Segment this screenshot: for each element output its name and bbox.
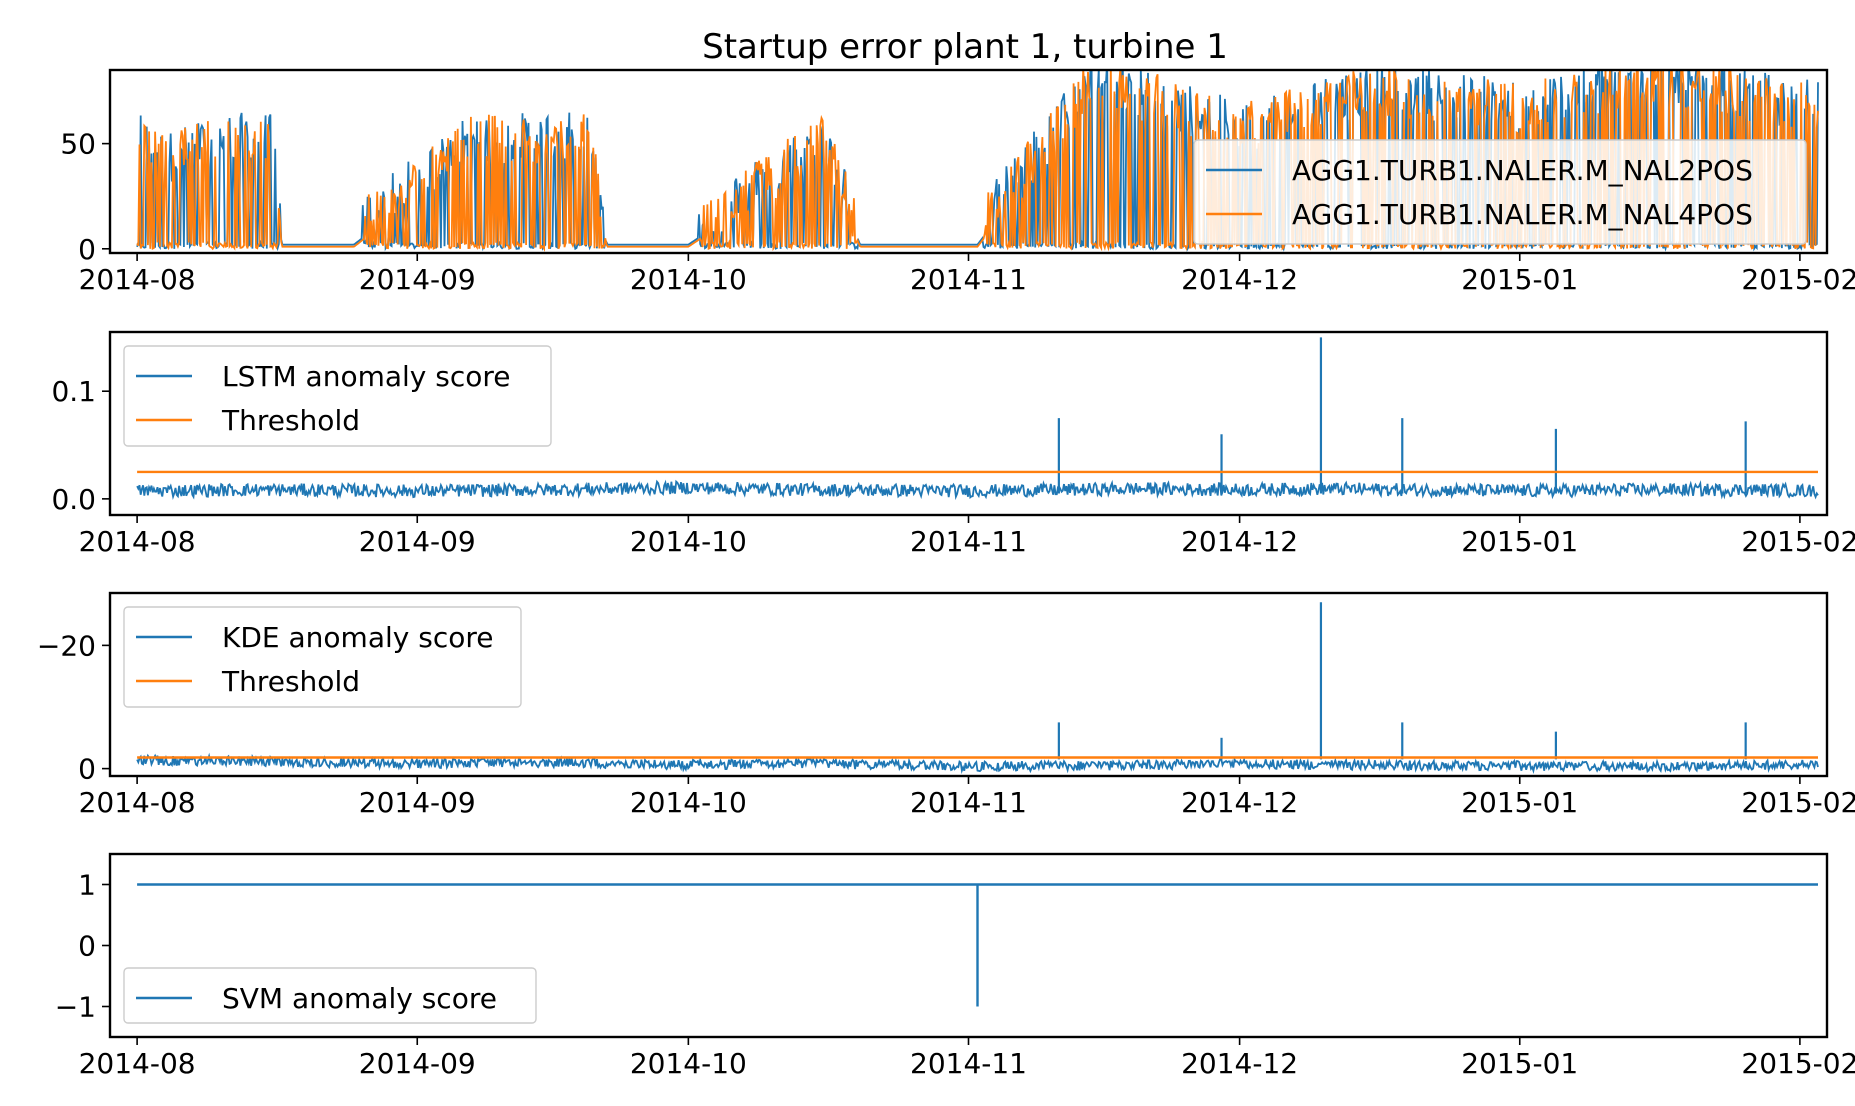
- plot-area: [137, 883, 1818, 1007]
- y-tick-label: 0: [78, 930, 96, 963]
- plot-area: [136, 337, 1819, 501]
- series-1: [136, 602, 1819, 775]
- legend-box: [1193, 139, 1807, 245]
- legend: AGG1.TURB1.NALER.M_NAL2POS AGG1.TURB1.NAL…: [1193, 139, 1807, 245]
- x-tick-label: 2014-09: [359, 525, 476, 558]
- x-tick-label: 2014-08: [79, 1047, 196, 1080]
- legend-box: [123, 345, 552, 447]
- panel-4: 2014-08 2014-09 2014-10 2014-11 2014-12 2015-…: [55, 852, 1855, 1080]
- figure-title: Startup error plant 1, turbine 1: [702, 27, 1228, 67]
- x-tick-label: 2014-12: [1181, 263, 1298, 296]
- legend: KDE anomaly score Threshold: [123, 606, 522, 708]
- x-tick-label: 2014-09: [359, 786, 476, 819]
- panel-2: 2014-08 2014-09 2014-10 2014-11 2014-12 2015-…: [51, 330, 1855, 558]
- legend: LSTM anomaly score Threshold: [123, 345, 552, 447]
- x-tick-label: 2014-08: [79, 786, 196, 819]
- panels: 2014-08 2014-09 2014-10 2014-11 2014-12 2015-…: [37, 68, 1855, 1080]
- y-tick-label: 0: [78, 753, 96, 786]
- x-tick-label: 2014-10: [630, 525, 747, 558]
- legend-label: LSTM anomaly score: [222, 360, 511, 393]
- x-tick-label: 2015-02: [1741, 263, 1855, 296]
- x-tick-label: 2014-09: [359, 263, 476, 296]
- x-tick-label: 2014-10: [630, 263, 747, 296]
- legend-label: KDE anomaly score: [222, 621, 493, 654]
- y-tick-label: 0.0: [51, 483, 96, 516]
- series-line: [136, 479, 1819, 501]
- y-tick-label: 50: [60, 128, 96, 161]
- series-1: [137, 883, 1818, 1007]
- legend-label: SVM anomaly score: [222, 982, 497, 1015]
- legend-label: AGG1.TURB1.NALER.M_NAL2POS: [1292, 154, 1753, 187]
- x-tick-label: 2015-01: [1461, 1047, 1578, 1080]
- x-tick-label: 2014-10: [630, 786, 747, 819]
- y-tick-label: −1: [55, 991, 96, 1024]
- x-tick-label: 2015-01: [1461, 786, 1578, 819]
- legend-label: AGG1.TURB1.NALER.M_NAL4POS: [1292, 198, 1753, 231]
- panel-1: 2014-08 2014-09 2014-10 2014-11 2014-12 2015-…: [60, 68, 1855, 296]
- series-line: [136, 752, 1819, 775]
- x-tick-label: 2014-10: [630, 1047, 747, 1080]
- y-tick-label: −20: [37, 629, 96, 662]
- x-tick-label: 2014-09: [359, 1047, 476, 1080]
- x-tick-label: 2015-02: [1741, 1047, 1855, 1080]
- x-tick-label: 2014-11: [910, 1047, 1027, 1080]
- series-line: [137, 883, 1818, 1007]
- y-tick-label: 0: [78, 233, 96, 266]
- x-tick-label: 2015-02: [1741, 786, 1855, 819]
- legend-box: [123, 606, 522, 708]
- legend-label: Threshold: [221, 665, 360, 698]
- x-tick-label: 2015-01: [1461, 525, 1578, 558]
- x-tick-label: 2014-12: [1181, 786, 1298, 819]
- x-tick-label: 2014-12: [1181, 1047, 1298, 1080]
- legend-box: [123, 967, 537, 1024]
- y-tick-label: 0.1: [51, 375, 96, 408]
- series-line: [136, 70, 1819, 252]
- x-tick-label: 2014-08: [79, 263, 196, 296]
- x-tick-label: 2014-11: [910, 263, 1027, 296]
- x-tick-label: 2014-12: [1181, 525, 1298, 558]
- x-tick-label: 2014-08: [79, 525, 196, 558]
- x-tick-label: 2015-02: [1741, 525, 1855, 558]
- plot-area: [136, 602, 1819, 775]
- plot-area: [136, 70, 1819, 253]
- x-tick-label: 2014-11: [910, 525, 1027, 558]
- y-tick-label: 1: [78, 869, 96, 902]
- legend-label: Threshold: [221, 404, 360, 437]
- legend: SVM anomaly score: [123, 967, 537, 1024]
- panel-3: 2014-08 2014-09 2014-10 2014-11 2014-12 2015-…: [37, 591, 1855, 819]
- x-tick-label: 2015-01: [1461, 263, 1578, 296]
- x-tick-label: 2014-11: [910, 786, 1027, 819]
- series-1: [136, 337, 1819, 501]
- series-2: [136, 70, 1819, 252]
